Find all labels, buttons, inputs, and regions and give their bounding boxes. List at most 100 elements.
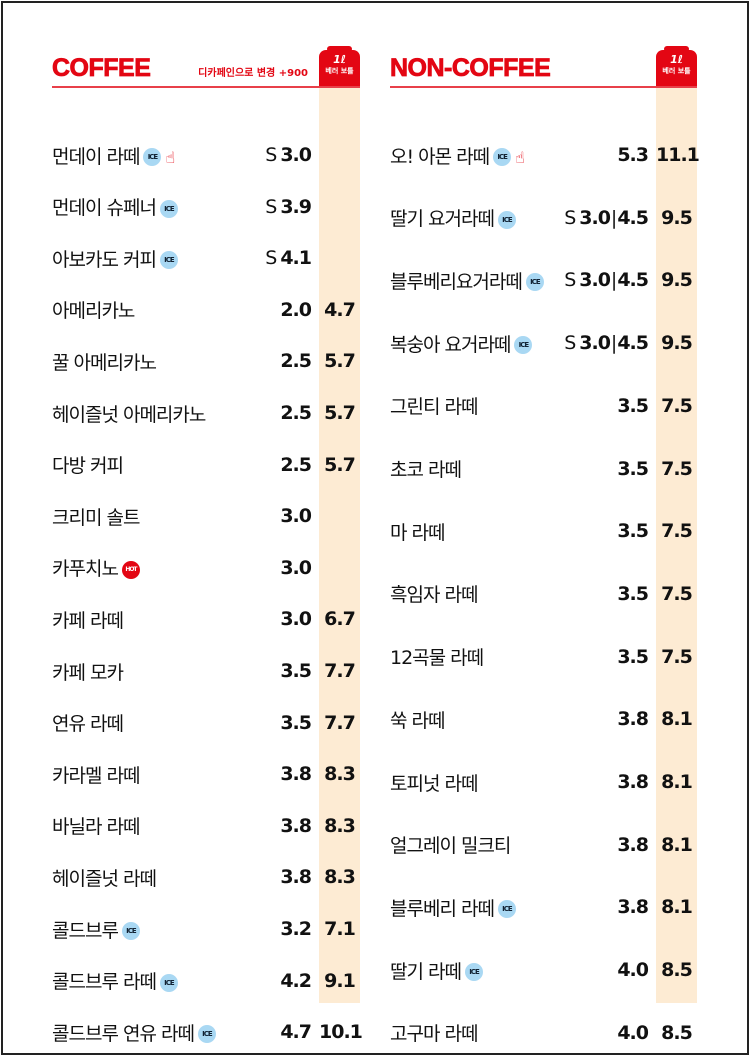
- price-value: 4.7: [280, 1021, 312, 1044]
- bottle-price: 8.5: [661, 959, 693, 982]
- ice-badge: ICE: [159, 973, 178, 992]
- item-name-text: 딸기 요거라떼: [390, 208, 495, 231]
- item-price: 2.0: [280, 299, 312, 321]
- item-name: 얼그레이 밀크티: [390, 831, 511, 858]
- item-price: 3.5: [280, 711, 312, 734]
- item-price: 3.2: [280, 918, 312, 940]
- price-separator: |: [610, 269, 617, 292]
- price-value: 2.5: [280, 402, 312, 424]
- bottle-price: 4.7: [324, 298, 356, 321]
- item-name: 꿀 아메리카노: [52, 348, 157, 375]
- ice-badge: ICE: [525, 273, 544, 292]
- bottle-price: 9.5: [661, 332, 693, 355]
- bottle-cap-icon: [664, 46, 689, 52]
- item-name-text: 연유 라떼: [52, 713, 124, 736]
- ice-badge: ICE: [497, 210, 516, 229]
- item-price: 3.5: [617, 582, 649, 605]
- price-value: 3.0: [280, 608, 312, 631]
- item-name: 카페 모카: [52, 658, 124, 685]
- item-name-text: 그린티 라떼: [390, 396, 478, 419]
- item-name: 먼데이 슈페너 ICE: [52, 193, 178, 220]
- ice-badge: ICE: [464, 963, 483, 982]
- item-name: 토피넛 라떼: [390, 769, 478, 796]
- menu-item: 콜드브루 ICE 3.2 7.1: [52, 914, 360, 944]
- menu-item: 복숭아 요거라떼 ICE S 3.0|4.5 9.5: [390, 328, 697, 358]
- ice-badge: ICE: [121, 922, 140, 940]
- menu-item: 헤이즐넛 아메리카노 2.5 5.7: [52, 398, 360, 428]
- item-price: 3.0: [280, 608, 312, 631]
- price-value: 3.5: [617, 394, 649, 417]
- item-name-text: 딸기 라떼: [390, 960, 462, 983]
- item-price: 3.8: [280, 763, 312, 786]
- item-name-text: 헤이즐넛 라떼: [52, 867, 157, 890]
- menu-item: 아보카도 커피 ICE S 4.1: [52, 243, 360, 273]
- ice-badge: ICE: [497, 900, 516, 919]
- hot-badge: HOT: [121, 560, 140, 579]
- price-value: 3.2: [280, 918, 312, 940]
- bottle-price: 9.1: [324, 969, 356, 992]
- coffee-header: COFFEE 디카페인으로 변경 +900 1ℓ 베러 보틀: [52, 46, 360, 88]
- bottle-price: 8.1: [661, 896, 693, 919]
- item-price: S 4.1: [265, 247, 312, 270]
- item-name-text: 바닐라 라떼: [52, 816, 140, 839]
- item-price: 3.0: [280, 556, 312, 579]
- bottle-price: 6.7: [324, 608, 356, 631]
- bottle-price: 8.5: [661, 1021, 693, 1044]
- item-price: 3.8: [617, 771, 649, 793]
- bottle-size: 1ℓ: [670, 53, 683, 66]
- bottle-price: 5.7: [324, 350, 356, 373]
- price-value: 3.5: [280, 711, 312, 734]
- bottle-price: 7.5: [661, 582, 693, 605]
- bottle-cap-icon: [327, 46, 352, 52]
- bottle-column-band: [656, 88, 697, 1003]
- item-name: 블루베리 라떼 ICE: [390, 894, 516, 921]
- item-name-text: 아메리카노: [52, 300, 135, 323]
- menu-item: 토피넛 라떼 3.8 8.1: [390, 767, 697, 797]
- item-name: 콜드브루 ICE: [52, 916, 140, 943]
- price-value: 3.5: [617, 582, 649, 605]
- menu-item: 그린티 라떼 3.5 7.5: [390, 391, 697, 421]
- bottle-price: 7.5: [661, 394, 693, 417]
- ice-badge: ICE: [514, 336, 533, 355]
- item-name: 바닐라 라떼: [52, 812, 140, 839]
- bottle-price: 8.1: [661, 708, 693, 731]
- item-name: 마 라떼: [390, 518, 445, 545]
- price-value: 3.9: [280, 195, 312, 218]
- item-name-text: 헤이즐넛 아메리카노: [52, 403, 206, 426]
- menu-item: 흑임자 라떼 3.5 7.5: [390, 579, 697, 609]
- bottle-header: 1ℓ 베러 보틀: [656, 46, 697, 86]
- item-name-text: 복숭아 요거라떼: [390, 333, 511, 356]
- item-name: 카라멜 라떼: [52, 761, 140, 788]
- item-name-text: 블루베리 라떼: [390, 897, 495, 920]
- size-label: S: [265, 247, 277, 270]
- menu-item: 크리미 솔트 3.0: [52, 501, 360, 531]
- menu-item: 12곡물 라떼 3.5 7.5: [390, 642, 697, 672]
- bottle-price: 8.3: [324, 866, 356, 889]
- item-name-text: 초코 라떼: [390, 459, 462, 481]
- item-name-text: 얼그레이 밀크티: [390, 835, 511, 858]
- item-name: 오! 아몬 라떼 ICE ☝: [390, 142, 525, 169]
- price-value-large: 4.5: [617, 332, 649, 355]
- item-price: 3.0: [280, 505, 312, 527]
- menu-item: 콜드브루 연유 라떼 ICE 4.7 10.1: [52, 1017, 363, 1047]
- item-name-text: 카라멜 라떼: [52, 764, 140, 787]
- price-value: 3.0: [280, 556, 312, 579]
- menu-item: 카푸치노 HOT 3.0: [52, 553, 360, 583]
- price-value: 3.8: [280, 763, 312, 786]
- price-value: 3.8: [280, 866, 312, 889]
- item-name-text: 다방 커피: [52, 455, 124, 478]
- item-name: 먼데이 라떼 ICE ☝: [52, 142, 175, 169]
- item-name-text: 오! 아몬 라떼: [390, 145, 490, 168]
- bottle-header: 1ℓ 베러 보틀: [319, 46, 360, 86]
- price-value: 5.3: [617, 144, 649, 166]
- bottle-price: 7.5: [661, 645, 693, 668]
- bottle-price: 8.1: [661, 771, 693, 793]
- menu-item: 마 라떼 3.5 7.5: [390, 516, 697, 546]
- bottle-price: 8.3: [324, 763, 356, 786]
- price-value: 3.0: [280, 144, 312, 166]
- item-price: 4.2: [280, 970, 312, 992]
- price-value: 3.0: [579, 206, 611, 229]
- bottle-price: 5.7: [324, 453, 356, 476]
- price-value: 3.8: [280, 814, 312, 837]
- price-value: 4.1: [280, 247, 312, 270]
